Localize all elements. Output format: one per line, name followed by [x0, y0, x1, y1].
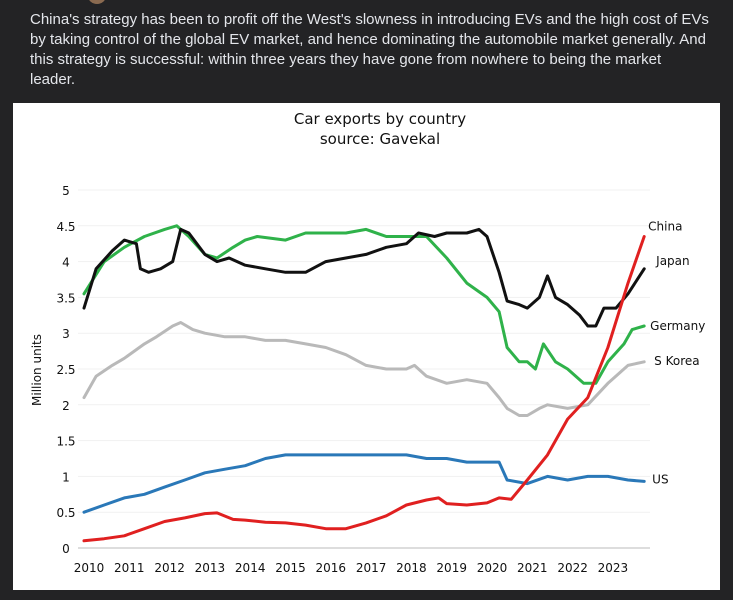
x-tick-label: 2013: [195, 561, 226, 575]
x-tick-label: 2023: [598, 561, 629, 575]
x-tick-label: 2018: [396, 561, 427, 575]
series-label: US: [652, 472, 668, 486]
x-tick-label: 2017: [356, 561, 387, 575]
x-tick-label: 2019: [436, 561, 467, 575]
y-tick-label: 0: [62, 542, 70, 556]
series-line-germany: [82, 224, 646, 385]
chart-title: Car exports by country: [294, 110, 466, 128]
x-tick-label: 2020: [477, 561, 508, 575]
y-tick-label: 5: [62, 184, 70, 198]
y-tick-label: 0.5: [56, 506, 75, 520]
x-tick-label: 2015: [275, 561, 306, 575]
avatar[interactable]: [88, 0, 106, 4]
series-label: S Korea: [654, 354, 699, 368]
x-tick-label: 2010: [74, 561, 105, 575]
x-tick-label: 2022: [557, 561, 588, 575]
y-tick-label: 4: [62, 256, 70, 270]
y-tick-label: 2.5: [56, 363, 75, 377]
series-label: China: [648, 220, 682, 234]
x-tick-label: 2021: [517, 561, 548, 575]
y-tick-label: 1.5: [56, 435, 75, 449]
x-tick-label: 2016: [316, 561, 347, 575]
series-line-us: [82, 453, 646, 514]
chart-image: [13, 103, 720, 590]
x-tick-label: 2012: [154, 561, 185, 575]
series-label: Japan: [655, 254, 689, 268]
y-tick-label: 2: [62, 399, 70, 413]
y-tick-label: 3: [62, 327, 70, 341]
post-text: China's strategy has been to profit off …: [30, 11, 709, 88]
series-line-japan: [82, 227, 646, 328]
x-tick-label: 2014: [235, 561, 266, 575]
series-label: Germany: [650, 319, 705, 333]
series-line-china: [82, 235, 646, 543]
x-tick-label: 2011: [114, 561, 145, 575]
y-tick-label: 4.5: [56, 220, 75, 234]
chart-subtitle: source: Gavekal: [320, 130, 440, 148]
series-line-s-korea: [82, 321, 646, 417]
y-tick-label: 3.5: [56, 291, 75, 305]
y-tick-label: 1: [62, 470, 70, 484]
y-axis-label: Million units: [30, 334, 44, 406]
